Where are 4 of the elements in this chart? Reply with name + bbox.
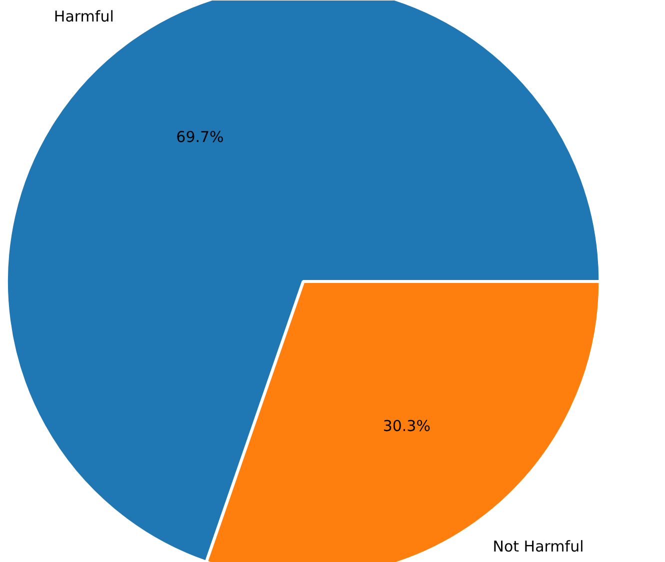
slice-label: Harmful (54, 7, 114, 26)
data-label: 30.3% (382, 417, 430, 436)
data-label: 69.7% (176, 128, 224, 146)
slice-label: Not Harmful (492, 538, 584, 556)
